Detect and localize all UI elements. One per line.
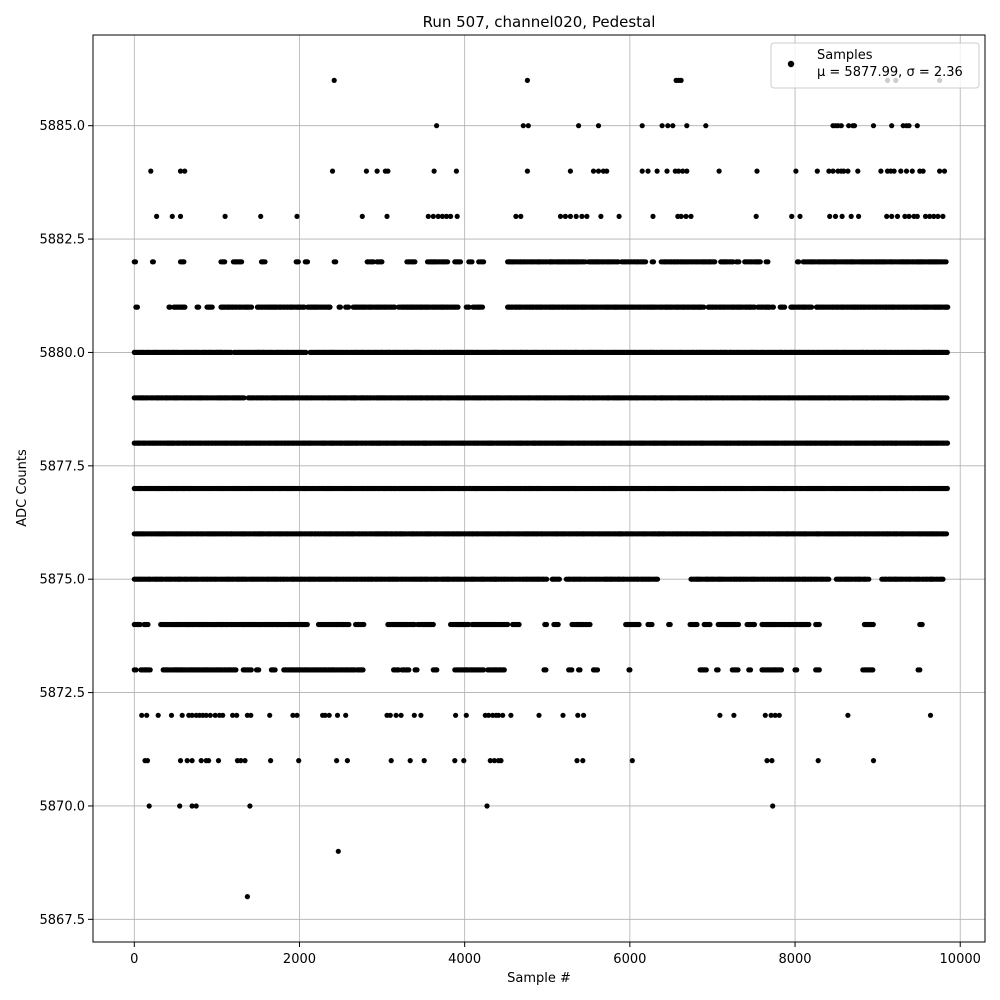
data-point — [667, 621, 673, 628]
data-point — [587, 621, 593, 628]
data-point — [809, 304, 815, 310]
data-point — [866, 576, 872, 582]
data-point — [239, 259, 245, 265]
data-point — [765, 259, 771, 265]
data-point — [337, 304, 343, 310]
data-point — [346, 621, 352, 628]
data-point — [643, 259, 649, 265]
data-point — [222, 259, 228, 265]
data-point — [649, 621, 655, 628]
data-point — [757, 259, 763, 265]
data-point — [370, 259, 377, 265]
data-point — [361, 621, 367, 628]
data-point — [333, 259, 339, 265]
data-point — [181, 259, 187, 265]
data-point — [304, 621, 310, 628]
data-point — [304, 259, 311, 265]
data-point — [134, 304, 140, 310]
data-point — [209, 304, 215, 310]
data-point — [944, 395, 950, 401]
data-point — [455, 304, 461, 310]
data-point — [826, 576, 832, 582]
data-point — [182, 304, 188, 310]
data-point — [796, 259, 802, 265]
data-point — [466, 304, 472, 310]
data-point — [944, 349, 950, 355]
data-point — [712, 259, 718, 265]
data-point — [654, 576, 661, 582]
data-point — [636, 621, 642, 628]
data-point — [555, 621, 561, 628]
data-point — [167, 304, 173, 310]
data-point — [445, 259, 451, 265]
data-point — [944, 485, 951, 492]
data-point — [150, 259, 156, 265]
data-point — [346, 304, 352, 310]
data-point — [650, 259, 657, 265]
data-point — [132, 259, 139, 265]
data-point — [430, 621, 436, 628]
data-point — [379, 259, 385, 265]
data-point — [782, 304, 788, 310]
data-point — [943, 259, 949, 265]
data-point — [770, 304, 777, 310]
data-point — [457, 259, 464, 265]
data-point — [544, 576, 550, 582]
data-point — [479, 304, 486, 310]
data-point — [248, 304, 255, 310]
data-point — [736, 259, 742, 265]
data-point — [943, 531, 950, 537]
data-point — [556, 576, 563, 582]
data-point — [516, 621, 522, 628]
data-point — [392, 304, 398, 310]
data-point — [940, 576, 946, 582]
data-point — [701, 304, 707, 310]
data-point — [196, 304, 202, 310]
data-point — [145, 621, 151, 628]
data-point — [505, 621, 511, 628]
data-point — [303, 349, 309, 355]
data-point — [944, 440, 951, 446]
data-point — [945, 304, 951, 310]
data-point — [262, 259, 268, 265]
data-point — [412, 259, 418, 265]
data-point — [481, 259, 487, 265]
data-point — [295, 259, 301, 265]
data-points — [131, 77, 951, 900]
data-point — [543, 621, 550, 628]
data-point — [327, 304, 333, 310]
data-point — [469, 259, 475, 265]
